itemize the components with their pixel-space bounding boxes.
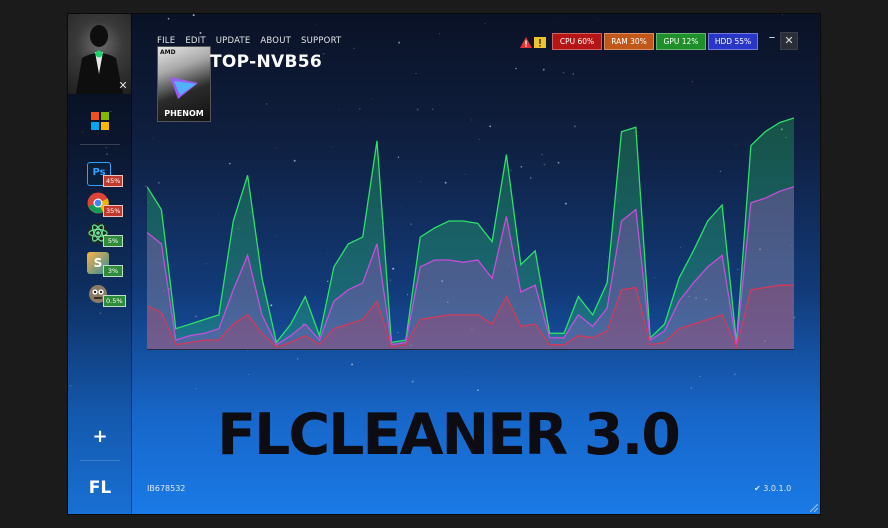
menu-update[interactable]: UPDATE <box>215 36 251 46</box>
version-label: ✔ 3.0.1.0 <box>754 484 791 493</box>
ram-stat-label: RAM 30% <box>611 37 647 46</box>
star <box>699 375 701 378</box>
cpu-model: PHENOM <box>164 109 204 118</box>
star <box>248 374 250 375</box>
star <box>167 17 170 20</box>
star <box>322 52 325 55</box>
star <box>296 358 299 360</box>
app-window: ✕ Ps 45% 35% <box>67 13 821 515</box>
sidebar-app-chrome[interactable]: 35% <box>87 192 124 217</box>
menu-edit[interactable]: EDIT <box>185 36 206 46</box>
chart-area-1 <box>147 186 794 350</box>
sidebar-app-atom[interactable]: 5% <box>87 222 123 247</box>
star <box>795 353 797 354</box>
chart-line-0 <box>147 117 794 344</box>
ram-stat[interactable]: RAM 30% <box>604 33 654 50</box>
star <box>316 24 317 25</box>
avatar-close-icon[interactable]: ✕ <box>118 79 128 92</box>
hdd-stat[interactable]: HDD 55% <box>708 33 758 50</box>
star <box>195 387 197 390</box>
star <box>572 73 574 75</box>
avatar[interactable]: ✕ <box>68 14 131 94</box>
app-badge: 35% <box>103 205 124 217</box>
chart-area-0 <box>147 118 794 350</box>
star <box>398 41 401 44</box>
check-icon: ✔ <box>754 484 761 493</box>
chart-line-1 <box>147 186 794 346</box>
resize-grip-icon[interactable] <box>810 504 818 512</box>
star <box>515 67 517 70</box>
star <box>351 363 353 366</box>
usage-chart <box>147 117 794 350</box>
hdd-stat-label: HDD 55% <box>714 37 752 46</box>
star <box>464 372 466 373</box>
gimp-icon <box>89 285 107 303</box>
menu-support[interactable]: SUPPORT <box>301 36 342 46</box>
alert-triangle-icon[interactable] <box>520 37 532 48</box>
menu-bar: FILE EDIT UPDATE ABOUT SUPPORT <box>157 36 341 46</box>
add-app-button[interactable]: + <box>92 426 108 447</box>
star <box>691 81 693 83</box>
star <box>690 387 693 389</box>
star <box>781 14 783 16</box>
sidebar-divider <box>80 460 120 461</box>
user-silhouette-icon <box>76 25 123 94</box>
cpu-stat-label: CPU 60% <box>559 37 595 46</box>
menu-about[interactable]: ABOUT <box>260 36 292 46</box>
star <box>484 22 486 24</box>
sidebar-app-photoshop[interactable]: Ps 45% <box>87 162 124 187</box>
star <box>597 19 599 20</box>
close-button[interactable]: ✕ <box>780 32 798 50</box>
star <box>542 68 545 71</box>
warning-icon[interactable] <box>534 37 546 48</box>
windows-icon[interactable] <box>91 112 109 130</box>
version-number: 3.0.1.0 <box>763 484 792 493</box>
gpu-stat[interactable]: GPU 12% <box>656 33 706 50</box>
chart-line-2 <box>147 284 794 349</box>
star <box>415 72 417 75</box>
star <box>353 47 355 50</box>
sidebar-divider <box>80 144 120 145</box>
menu-file[interactable]: FILE <box>157 36 176 46</box>
star <box>562 71 565 74</box>
brand-title: FLCLEANER 3.0 <box>217 402 681 468</box>
star <box>265 103 268 105</box>
app-badge: 0.5% <box>103 295 126 307</box>
cpu-card: AMD PHENOM <box>157 46 211 122</box>
sidebar-app-gimp[interactable]: 0.5% <box>87 282 126 307</box>
cpu-stat[interactable]: CPU 60% <box>552 33 602 50</box>
hostname: TOP-NVB56 <box>210 52 322 72</box>
chart-area-2 <box>147 285 794 350</box>
star <box>371 98 374 100</box>
app-badge: 5% <box>103 235 123 247</box>
star <box>199 31 202 35</box>
serial-number: IB678532 <box>147 484 186 493</box>
app-badge: 3% <box>103 265 123 277</box>
star <box>477 389 479 391</box>
fl-logo-button[interactable]: FL <box>88 478 112 498</box>
star <box>194 27 196 29</box>
phenom-logo-icon <box>170 77 198 99</box>
star <box>411 380 414 383</box>
star <box>192 14 195 17</box>
star <box>734 373 736 375</box>
gpu-stat-label: GPU 12% <box>663 37 699 46</box>
sidebar-app-sublime[interactable]: S 3% <box>87 252 123 277</box>
star <box>439 33 440 35</box>
minimize-button[interactable]: – <box>768 30 776 45</box>
star <box>533 51 535 53</box>
cpu-brand: AMD <box>160 49 176 56</box>
sidebar: ✕ Ps 45% 35% <box>68 14 132 514</box>
app-badge: 45% <box>103 175 124 187</box>
star <box>662 65 663 67</box>
